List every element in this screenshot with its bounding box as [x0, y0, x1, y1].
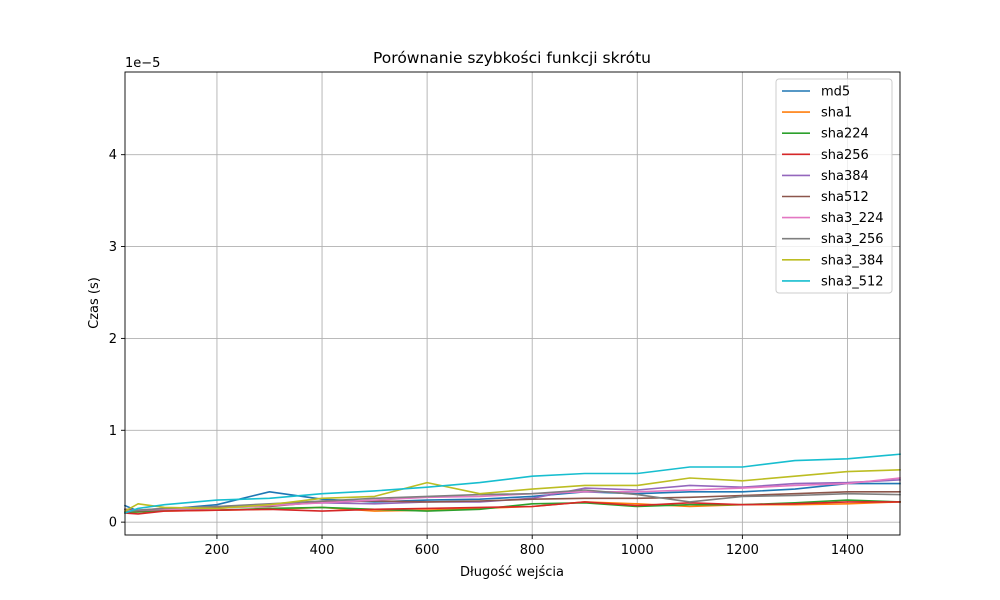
x-axis-label: Długość wejścia: [460, 565, 564, 580]
grid: [125, 72, 900, 535]
series-line-md5: [123, 482, 901, 512]
legend-label: sha256: [821, 148, 869, 163]
x-tick-label: 400: [310, 543, 335, 558]
legend-items: md5 sha1 sha224 sha256 sha384 sha512 sha3_224s…: [782, 85, 884, 289]
x-tick-label: 600: [415, 543, 440, 558]
legend-label: sha224: [821, 127, 869, 142]
legend-label: sha512: [821, 190, 869, 205]
legend-label: sha3_224: [821, 211, 884, 226]
series-lines: [123, 453, 901, 515]
x-tick-label: 1400: [831, 543, 864, 558]
series-line-sha3-384: [123, 468, 901, 513]
series-line-sha3-512: [123, 453, 901, 515]
legend-label: sha384: [821, 169, 869, 184]
y-tick-label: 1: [109, 424, 117, 439]
legend-label: sha3_256: [821, 232, 884, 247]
x-tick-label: 200: [205, 543, 230, 558]
legend-label: sha3_512: [821, 274, 884, 289]
y-tick-label: 4: [109, 148, 117, 163]
y-tick-label: 2: [109, 332, 117, 347]
x-tick-label: 1000: [621, 543, 654, 558]
x-tick-label: 1200: [726, 543, 759, 558]
series-line-sha3-256: [124, 489, 901, 513]
y-axis-scale-label: 1e−5: [125, 56, 160, 71]
chart-title: Porównanie szybkości funkcji skrótu: [373, 49, 651, 67]
legend-label: sha3_384: [821, 253, 884, 268]
y-axis-ticks: 0 1 2 3 4: [109, 148, 125, 531]
legend-label: sha1: [821, 106, 852, 121]
legend: md5 sha1 sha224 sha256 sha384 sha512 sha3_224s…: [775, 78, 893, 294]
y-tick-label: 0: [109, 516, 117, 531]
x-tick-label: 800: [520, 543, 545, 558]
y-axis-label: Czas (s): [87, 277, 102, 329]
series-line-sha256: [124, 501, 901, 515]
legend-label: md5: [821, 85, 850, 100]
plot-frame: [124, 71, 901, 536]
y-tick-label: 3: [109, 240, 117, 255]
x-axis-ticks: 200 400 600 800 1000 1200 1400: [205, 535, 864, 558]
